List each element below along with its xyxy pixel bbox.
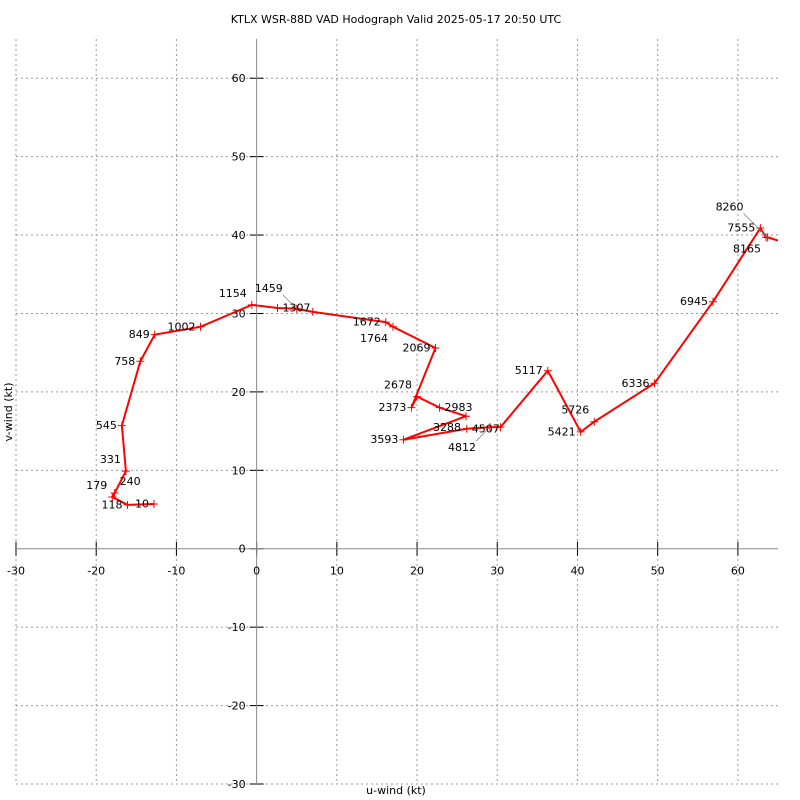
height-label: 7555 — [727, 221, 755, 234]
point-marker — [136, 357, 145, 366]
height-label: 1307 — [282, 301, 310, 314]
x-tick-label: 0 — [253, 565, 260, 578]
point-marker — [196, 322, 205, 331]
chart-title: KTLX WSR-88D VAD Hodograph Valid 2025-05… — [231, 13, 562, 26]
height-label: 10 — [135, 498, 149, 511]
label-leaders — [282, 213, 768, 442]
height-label: 5117 — [515, 364, 543, 377]
x-tick-label: 40 — [570, 565, 584, 578]
height-label: 4812 — [448, 441, 476, 454]
hodograph-line — [110, 226, 778, 506]
height-label: 5421 — [548, 425, 576, 438]
y-tick-label: 40 — [232, 229, 246, 242]
x-tick-label: 20 — [410, 565, 424, 578]
height-label: 1764 — [360, 332, 388, 345]
x-tick-label: 60 — [731, 565, 745, 578]
height-label: 118 — [101, 498, 122, 511]
point-marker — [435, 403, 444, 412]
height-label: 2678 — [384, 379, 412, 392]
height-label: 2373 — [378, 401, 406, 414]
point-marker — [782, 239, 790, 247]
height-label: 5726 — [561, 404, 589, 417]
point-marker — [381, 318, 390, 327]
height-label: 6336 — [621, 377, 649, 390]
x-tick-label: -10 — [167, 565, 185, 578]
point-marker — [121, 467, 130, 476]
point-marker — [462, 424, 471, 433]
label-leader-line — [475, 426, 491, 442]
y-axis-label: v-wind (kt) — [2, 383, 15, 442]
point-marker — [709, 297, 718, 306]
x-tick-label: -20 — [87, 565, 105, 578]
grid — [15, 39, 778, 785]
height-label: 8260 — [716, 200, 744, 213]
point-marker — [110, 489, 119, 498]
y-tick-label: 50 — [232, 151, 246, 164]
x-tick-label: 30 — [490, 565, 504, 578]
point-marker — [247, 300, 256, 309]
point-marker — [123, 500, 132, 509]
point-marker — [590, 417, 599, 426]
height-label: 2069 — [403, 341, 431, 354]
x-tick-label: 10 — [330, 565, 344, 578]
y-tick-label: -30 — [228, 778, 246, 791]
height-label: 545 — [96, 419, 117, 432]
point-marker — [576, 427, 585, 436]
point-marker — [388, 322, 397, 331]
y-tick-label: 30 — [232, 307, 246, 320]
height-label: 179 — [86, 479, 107, 492]
point-marker — [431, 343, 440, 352]
point-marker — [117, 421, 126, 430]
point-marker — [413, 392, 422, 401]
point-marker — [399, 435, 408, 444]
y-tick-label: -10 — [228, 621, 246, 634]
point-marker — [461, 412, 470, 421]
point-marker — [496, 423, 505, 432]
height-label: 8165 — [733, 242, 761, 255]
height-label: 2983 — [445, 401, 473, 414]
y-tick-label: 0 — [239, 543, 246, 556]
x-axis-label: u-wind (kt) — [366, 784, 426, 797]
x-tick-label: -30 — [7, 565, 25, 578]
point-marker — [149, 500, 158, 509]
height-label: 3288 — [433, 421, 461, 434]
y-tick-label: -20 — [228, 700, 246, 713]
point-marker — [273, 303, 282, 312]
height-label: 1002 — [167, 320, 195, 333]
height-label: 3593 — [370, 433, 398, 446]
point-marker — [650, 379, 659, 388]
height-label: 4507 — [472, 422, 500, 435]
point-marker — [308, 307, 317, 316]
height-label: 240 — [120, 475, 141, 488]
tick-labels: -30 -20 -10 0 10 20 30 40 50 60 -30 -20 -10 0 10 20 30 40… — [7, 72, 745, 791]
hodograph-series — [108, 223, 790, 509]
height-label: 6945 — [680, 295, 708, 308]
label-leader-line — [743, 213, 768, 238]
x-tick-label: 50 — [651, 565, 665, 578]
point-marker — [150, 330, 159, 339]
height-label: 849 — [129, 328, 150, 341]
height-label: 331 — [100, 453, 121, 466]
label-leader-line — [282, 294, 297, 310]
y-tick-label: 10 — [232, 464, 246, 477]
y-tick-label: 20 — [232, 386, 246, 399]
axes — [15, 39, 778, 785]
height-label: 1672 — [353, 316, 381, 329]
y-tick-label: 60 — [232, 72, 246, 85]
point-marker — [407, 403, 416, 412]
height-label: 1459 — [255, 282, 283, 295]
height-label: 1154 — [219, 287, 247, 300]
point-marker — [543, 366, 552, 375]
height-labels: 10 118 179 240 331 545 758 849 1002 1154 1307 1459 1… — [86, 200, 761, 511]
height-label: 758 — [114, 355, 135, 368]
point-marker — [763, 233, 772, 242]
